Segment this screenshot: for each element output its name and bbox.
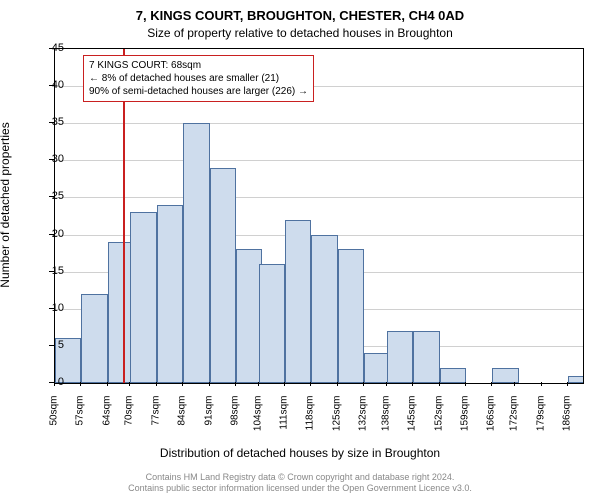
y-tick-label: 5 [24, 339, 64, 351]
x-tick-mark [182, 382, 183, 386]
x-tick-label: 138sqm [380, 396, 391, 446]
footer-line-2: Contains public sector information licen… [128, 483, 472, 493]
x-tick-label: 77sqm [150, 396, 161, 446]
x-tick-label: 166sqm [486, 396, 497, 446]
histogram-bar [285, 220, 311, 383]
x-tick-label: 152sqm [433, 396, 444, 446]
gridline [55, 197, 583, 198]
histogram-bar [183, 123, 209, 383]
annotation-box: 7 KINGS COURT: 68sqm← 8% of detached hou… [83, 55, 314, 102]
histogram-bar [157, 205, 183, 383]
y-tick-mark [49, 85, 54, 86]
y-tick-mark [49, 271, 54, 272]
x-tick-label: 125sqm [331, 396, 342, 446]
y-tick-mark [49, 196, 54, 197]
histogram-bar [210, 168, 236, 383]
y-tick-mark [49, 234, 54, 235]
annotation-line-1: 7 KINGS COURT: 68sqm [89, 59, 308, 72]
y-tick-mark [49, 122, 54, 123]
x-tick-label: 50sqm [49, 396, 60, 446]
y-tick-label: 35 [24, 116, 64, 128]
x-tick-mark [235, 382, 236, 386]
x-tick-label: 172sqm [509, 396, 520, 446]
x-tick-label: 104sqm [252, 396, 263, 446]
histogram-bar [492, 368, 518, 383]
x-tick-label: 179sqm [535, 396, 546, 446]
histogram-bar [311, 235, 337, 383]
gridline [55, 123, 583, 124]
x-tick-mark [567, 382, 568, 386]
histogram-bar [413, 331, 439, 383]
x-tick-label: 145sqm [407, 396, 418, 446]
x-tick-mark [439, 382, 440, 386]
x-tick-mark [465, 382, 466, 386]
y-tick-label: 25 [24, 190, 64, 202]
histogram-bar [259, 264, 285, 383]
histogram-bar [387, 331, 413, 383]
y-tick-label: 45 [24, 42, 64, 54]
histogram-bar [130, 212, 156, 383]
x-tick-mark [514, 382, 515, 386]
y-tick-label: 0 [24, 376, 64, 388]
x-tick-label: 98sqm [230, 396, 241, 446]
x-tick-mark [337, 382, 338, 386]
x-tick-label: 91sqm [203, 396, 214, 446]
y-tick-mark [49, 308, 54, 309]
x-tick-mark [310, 382, 311, 386]
x-tick-mark [412, 382, 413, 386]
x-tick-mark [80, 382, 81, 386]
chart-root: 7, KINGS COURT, BROUGHTON, CHESTER, CH4 … [0, 0, 600, 500]
x-axis-label: Distribution of detached houses by size … [0, 446, 600, 460]
x-tick-label: 111sqm [279, 396, 290, 446]
footer-line-1: Contains HM Land Registry data © Crown c… [146, 472, 455, 482]
histogram-bar [81, 294, 107, 383]
x-tick-label: 57sqm [75, 396, 86, 446]
x-tick-mark [363, 382, 364, 386]
y-axis-label: Number of detached properties [0, 10, 18, 400]
x-tick-mark [107, 382, 108, 386]
x-tick-mark [284, 382, 285, 386]
x-tick-mark [491, 382, 492, 386]
y-tick-label: 15 [24, 265, 64, 277]
y-tick-label: 10 [24, 302, 64, 314]
x-tick-label: 118sqm [305, 396, 316, 446]
y-tick-label: 40 [24, 79, 64, 91]
plot-area: 7 KINGS COURT: 68sqm← 8% of detached hou… [54, 48, 584, 384]
y-tick-mark [49, 48, 54, 49]
y-tick-mark [49, 159, 54, 160]
x-tick-mark [54, 382, 55, 386]
x-tick-mark [129, 382, 130, 386]
x-tick-mark [258, 382, 259, 386]
x-tick-label: 132sqm [358, 396, 369, 446]
y-tick-label: 20 [24, 228, 64, 240]
histogram-bar [338, 249, 364, 383]
copyright-footer: Contains HM Land Registry data © Crown c… [0, 472, 600, 495]
x-tick-label: 186sqm [561, 396, 572, 446]
x-tick-label: 64sqm [101, 396, 112, 446]
chart-subtitle: Size of property relative to detached ho… [0, 26, 600, 40]
x-tick-mark [209, 382, 210, 386]
annotation-line-2: ← 8% of detached houses are smaller (21) [89, 72, 308, 85]
y-tick-label: 30 [24, 153, 64, 165]
gridline [55, 160, 583, 161]
x-tick-label: 159sqm [460, 396, 471, 446]
histogram-bar [568, 376, 583, 383]
x-tick-mark [386, 382, 387, 386]
x-tick-label: 70sqm [124, 396, 135, 446]
histogram-bar [440, 368, 466, 383]
annotation-line-3: 90% of semi-detached houses are larger (… [89, 85, 308, 98]
chart-title-address: 7, KINGS COURT, BROUGHTON, CHESTER, CH4 … [0, 8, 600, 23]
y-tick-mark [49, 345, 54, 346]
x-tick-label: 84sqm [177, 396, 188, 446]
x-tick-mark [541, 382, 542, 386]
x-tick-mark [156, 382, 157, 386]
